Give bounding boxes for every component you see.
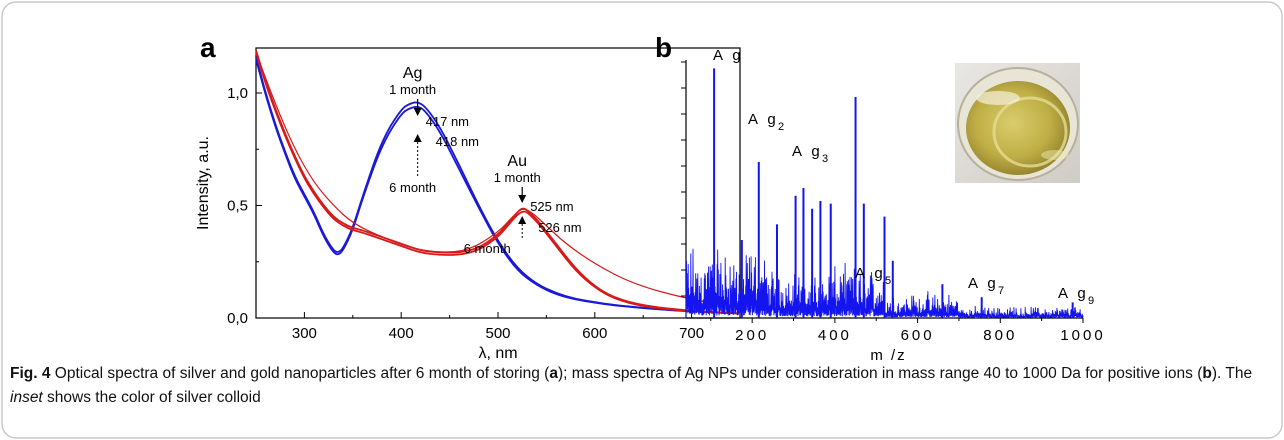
x-axis-label: m /z [870,347,906,364]
y-tick-label: 0,0 [227,310,248,327]
au-arrowhead-down [518,195,527,203]
caption-part3: ). The [1211,365,1253,382]
peak-label-subscript: 7 [998,285,1004,297]
peak-label: A g [1058,285,1089,302]
x-tick-label: 500 [485,325,510,342]
caption-part1: Optical spectra of silver and gold nanop… [50,365,550,382]
figure-caption: Fig. 4 Optical spectra of silver and gol… [10,362,1272,410]
panel-b-letter: b [655,32,672,63]
x-tick-label: 1000 [1060,327,1105,344]
ag-arrowhead-down [413,108,422,116]
x-tick-label: 600 [582,325,607,342]
ag-arrowhead-up [413,134,422,142]
caption-fig-label: Fig. 4 [10,365,51,382]
x-tick-label: 400 [818,327,852,344]
peak-label-subscript: 3 [822,153,828,165]
caption-part2: ); mass spectra of Ag NPs under consider… [557,365,1203,382]
peak-label: A g [855,265,886,282]
x-tick-label: 700 [679,325,704,342]
au-arrowhead-up [518,216,527,224]
caption-inset-word: inset [10,389,43,406]
x-tick-label: 600 [901,327,935,344]
au-6month-label: 6 month [464,241,511,256]
x-axis-label: λ, nm [478,345,517,362]
x-tick-label: 800 [983,327,1017,344]
peak-label-subscript: 2 [778,121,784,133]
ag-title: Ag [403,65,423,82]
caption-a-ref: a [549,365,558,382]
ag-spectrum-line [255,59,741,315]
peak-label: A g [792,143,823,160]
peak-label-subscript: 9 [1088,295,1094,307]
colloid-inset-photo [955,63,1080,183]
peak-label-subscript: 5 [885,275,891,287]
y-axis-label: Intensity, a.u. [195,136,212,230]
au-1month-label: 1 month [494,170,541,185]
x-tick-label: 200 [735,327,769,344]
ag-6month-label: 6 month [389,180,436,195]
ag-418-label: 418 nm [436,134,479,149]
panel-a-letter: a [200,32,216,63]
x-tick-label: 400 [389,325,414,342]
caption-part4: shows the color of silver colloid [42,389,261,406]
ag-417-label: 417 nm [426,114,469,129]
au-525-label: 525 nm [530,199,573,214]
peak-label: A g [748,111,779,128]
peak-label: A g [968,275,999,292]
au-spectrum-line [255,52,741,308]
peak-label: A g [713,47,744,64]
x-tick-label: 300 [292,325,317,342]
caption-b-ref: b [1202,365,1212,382]
y-tick-label: 0,5 [227,198,248,215]
optical-spectra-chart: 300 400 500 600 700 0,0 0,5 1,0 λ, nm Intensity, … [195,47,741,362]
au-526-label: 526 nm [538,220,581,235]
ag-1month-label: 1 month [389,82,436,97]
y-tick-label: 1,0 [227,85,248,102]
au-spectrum-line [255,52,741,315]
au-title: Au [507,153,527,170]
